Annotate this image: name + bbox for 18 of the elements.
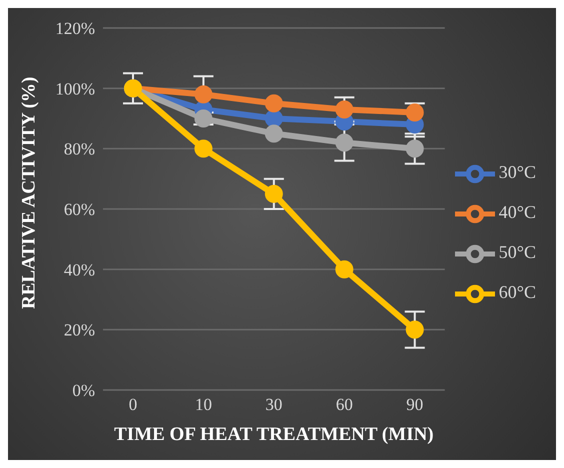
- legend-label: 60°C: [498, 282, 536, 302]
- x-tick-label: 0: [128, 395, 138, 414]
- y-tick-label: 0%: [72, 381, 95, 400]
- x-axis-title: TIME OF HEAT TREATMENT (MIN): [114, 424, 434, 445]
- y-tick-label: 20%: [64, 320, 95, 340]
- legend-label: 50°C: [498, 242, 536, 262]
- y-tick-label: 40%: [64, 260, 95, 280]
- x-tick-label: 10: [194, 395, 212, 414]
- legend-label: 40°C: [498, 202, 536, 222]
- x-tick-label: 90: [406, 395, 424, 414]
- legend-label: 30°C: [498, 162, 536, 182]
- y-tick-label: 100%: [55, 79, 95, 98]
- x-tick-label: 30: [265, 395, 282, 414]
- y-axis-title: RELATIVE ACTIVITY (%): [18, 76, 40, 309]
- y-tick-label: 80%: [64, 140, 95, 159]
- x-tick-label: 60: [336, 395, 353, 414]
- y-tick-label: 60%: [64, 200, 95, 220]
- y-tick-label: 120%: [55, 19, 95, 38]
